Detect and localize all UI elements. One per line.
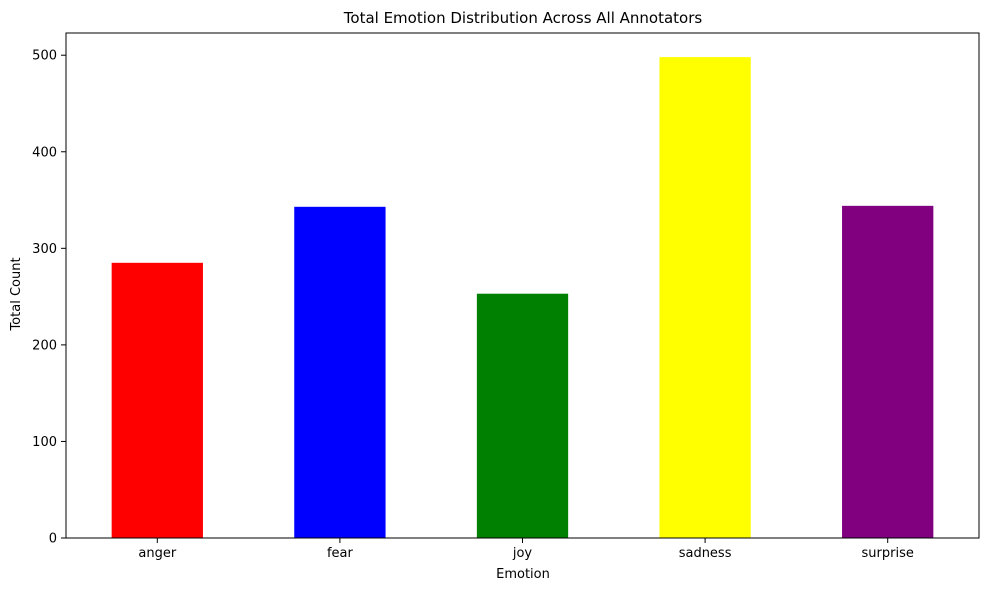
- bar-anger: [111, 262, 203, 538]
- y-tick-label: 400: [32, 145, 57, 160]
- plot-area: 0 100 200 300 400 500 anger fear joy sadness surpr…: [32, 32, 980, 561]
- y-tick-label: 100: [32, 435, 57, 450]
- bar-sadness: [659, 57, 751, 538]
- x-tick-label: surprise: [862, 546, 914, 561]
- x-tick-label: fear: [327, 546, 354, 561]
- y-tick-label: 0: [49, 532, 57, 547]
- bar-joy: [476, 293, 569, 538]
- bar-surprise: [842, 205, 934, 538]
- x-tick-label: joy: [512, 546, 533, 561]
- y-tick-label: 300: [32, 242, 57, 257]
- y-axis-label: Total Count: [9, 257, 24, 331]
- y-tick-label: 500: [32, 49, 57, 64]
- x-axis-label: Emotion: [496, 567, 550, 582]
- x-tick-label: sadness: [679, 546, 732, 561]
- x-tick-label: anger: [138, 546, 176, 561]
- y-tick-label: 200: [32, 338, 57, 353]
- bar-fear: [294, 206, 386, 538]
- chart-title: Total Emotion Distribution Across All An…: [343, 9, 703, 27]
